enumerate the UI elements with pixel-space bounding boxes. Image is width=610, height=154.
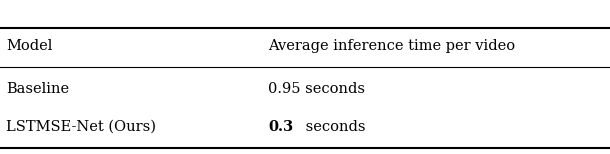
Text: seconds: seconds [301, 120, 365, 134]
Text: 0.95 seconds: 0.95 seconds [268, 82, 365, 96]
Text: Baseline: Baseline [6, 82, 69, 96]
Text: Model: Model [6, 39, 52, 53]
Text: Average inference time per video: Average inference time per video [268, 39, 515, 53]
Text: LSTMSE-Net (Ours): LSTMSE-Net (Ours) [6, 120, 156, 134]
Text: 0.3: 0.3 [268, 120, 293, 134]
